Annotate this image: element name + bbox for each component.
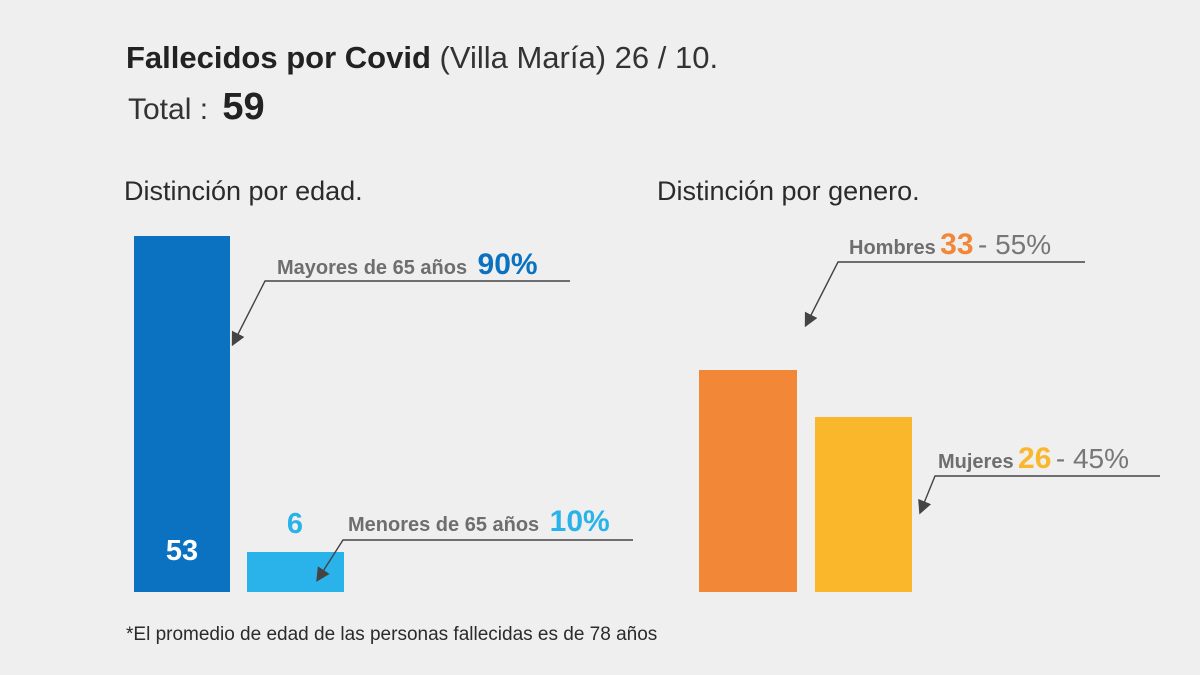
bar-over-65: [134, 236, 230, 592]
callout-line-over-65: [231, 280, 570, 347]
total-line: Total : 59: [128, 86, 265, 129]
title-main: Fallecidos por Covid: [126, 40, 431, 75]
title-location-date: (Villa María) 26 / 10.: [439, 40, 719, 75]
callout-line-men: [804, 261, 1085, 328]
callout-under-65: Menores de 65 años 10%: [348, 505, 610, 539]
callout-under-65-percent: 10%: [549, 505, 610, 538]
callout-over-65: Mayores de 65 años 90%: [277, 248, 538, 282]
callout-women-label: Mujeres: [938, 451, 1014, 473]
bar-value-under-65: 6: [286, 507, 304, 540]
callout-men-count: 33: [940, 228, 974, 261]
age-chart-title: Distinción por edad.: [124, 176, 363, 206]
callout-over-65-label: Mayores de 65 años: [277, 257, 468, 279]
callout-women-percent: - 45%: [1055, 443, 1130, 474]
callout-men-label: Hombres: [849, 237, 936, 259]
callout-under-65-label: Menores de 65 años: [348, 514, 540, 536]
bar-value-over-65: 53: [165, 535, 199, 567]
total-value: 59: [222, 86, 265, 128]
callout-line-under-65: [316, 539, 633, 582]
bar-women: [815, 417, 912, 592]
total-label: Total :: [128, 93, 209, 126]
callout-line-women: [918, 475, 1160, 515]
callout-women: Mujeres 26 - 45%: [938, 442, 1129, 476]
bar-men: [699, 370, 797, 592]
callout-over-65-percent: 90%: [477, 248, 538, 281]
callout-women-count: 26: [1018, 442, 1052, 475]
gender-chart-title: Distinción por genero.: [657, 176, 920, 206]
footnote: *El promedio de edad de las personas fal…: [126, 624, 658, 645]
callout-men-percent: - 55%: [977, 229, 1052, 260]
page-title: Fallecidos por Covid (Villa María) 26 / …: [126, 40, 718, 76]
callout-men: Hombres 33 - 55%: [849, 228, 1051, 262]
